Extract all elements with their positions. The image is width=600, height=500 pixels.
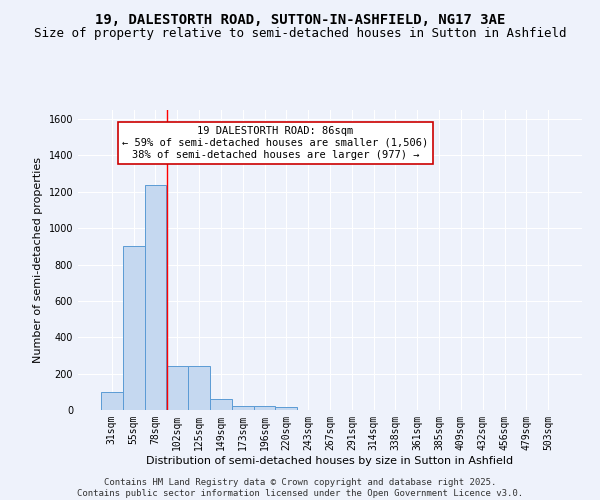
Bar xyxy=(232,406,254,410)
Bar xyxy=(166,366,188,410)
Y-axis label: Number of semi-detached properties: Number of semi-detached properties xyxy=(33,157,43,363)
Bar xyxy=(210,399,232,410)
Bar xyxy=(254,406,275,410)
Bar xyxy=(145,184,166,410)
Text: 19 DALESTORTH ROAD: 86sqm
← 59% of semi-detached houses are smaller (1,506)
38% : 19 DALESTORTH ROAD: 86sqm ← 59% of semi-… xyxy=(122,126,428,160)
Bar xyxy=(188,366,210,410)
Bar xyxy=(275,408,297,410)
Text: Size of property relative to semi-detached houses in Sutton in Ashfield: Size of property relative to semi-detach… xyxy=(34,28,566,40)
Text: 19, DALESTORTH ROAD, SUTTON-IN-ASHFIELD, NG17 3AE: 19, DALESTORTH ROAD, SUTTON-IN-ASHFIELD,… xyxy=(95,12,505,26)
Text: Contains HM Land Registry data © Crown copyright and database right 2025.
Contai: Contains HM Land Registry data © Crown c… xyxy=(77,478,523,498)
Bar xyxy=(101,392,123,410)
X-axis label: Distribution of semi-detached houses by size in Sutton in Ashfield: Distribution of semi-detached houses by … xyxy=(146,456,514,466)
Bar xyxy=(123,246,145,410)
